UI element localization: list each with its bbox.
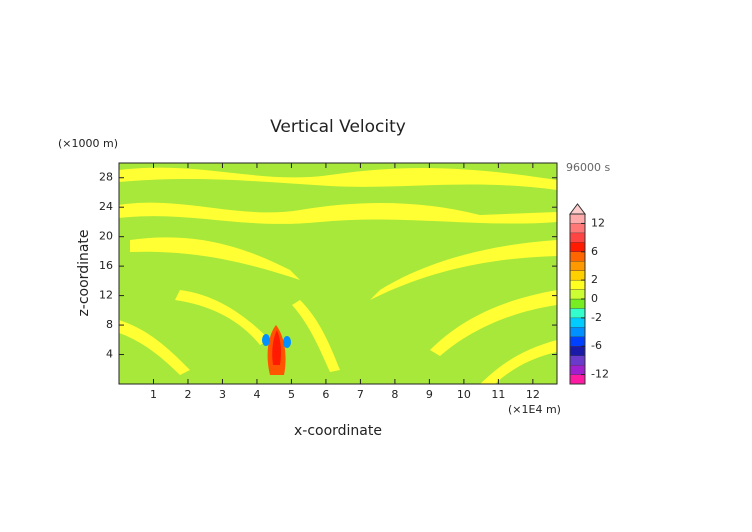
colorbar-segment	[569, 298, 586, 309]
colorbar-segment	[569, 346, 586, 356]
colorbar-segment	[569, 317, 586, 328]
colorbar-segment	[569, 327, 586, 337]
x-axis-label: x-coordinate	[294, 423, 382, 439]
y-unit: (×1000 m)	[58, 137, 118, 150]
time-label: 96000 s	[566, 161, 610, 174]
colorbar-tick-label: -6	[591, 339, 602, 352]
x-tick-label: 8	[391, 388, 398, 401]
y-tick-label: 4	[106, 348, 113, 361]
x-tick-label: 12	[526, 388, 540, 401]
colorbar-segment	[569, 289, 586, 300]
x-tick-label: 2	[184, 388, 191, 401]
x-tick-label: 4	[253, 388, 260, 401]
x-tick-label: 6	[322, 388, 329, 401]
colorbar-tick-label: -12	[591, 368, 609, 381]
chart-title: Vertical Velocity	[270, 117, 406, 137]
colorbar-tick-label: 2	[591, 273, 598, 286]
y-tick-label: 24	[99, 200, 113, 213]
y-tick-label: 8	[106, 318, 113, 331]
colorbar-segment	[569, 308, 586, 319]
x-tick-label: 5	[288, 388, 295, 401]
x-tick-label: 3	[219, 388, 226, 401]
plot-frame	[118, 162, 558, 385]
colorbar-segment	[569, 364, 586, 375]
colorbar-segment	[569, 213, 586, 224]
x-tick-label: 11	[491, 388, 505, 401]
colorbar-segment	[569, 223, 586, 234]
colorbar-segment	[569, 374, 586, 385]
x-tick-label: 7	[357, 388, 364, 401]
y-tick-label: 20	[99, 230, 113, 243]
colorbar-tick-label: 12	[591, 216, 605, 229]
colorbar-segment	[569, 355, 586, 366]
x-tick-label: 9	[426, 388, 433, 401]
colorbar-tick-label: -2	[591, 311, 602, 324]
contour-field	[119, 163, 557, 384]
colorbar-segment	[569, 336, 586, 347]
colorbar-tick-label: 6	[591, 245, 598, 258]
x-tick-label: 1	[150, 388, 157, 401]
colorbar-segment	[569, 251, 586, 262]
colorbar-segment	[569, 242, 586, 252]
colorbar-tick-label: 0	[591, 292, 598, 305]
colorbar-segment	[569, 232, 586, 243]
y-tick-label: 12	[99, 289, 113, 302]
y-tick-label: 16	[99, 259, 113, 272]
colorbar-segment	[569, 279, 586, 290]
x-unit: (×1E4 m)	[508, 403, 561, 416]
x-tick-label: 10	[457, 388, 471, 401]
y-tick-label: 28	[99, 171, 113, 184]
colorbar-segment	[569, 261, 586, 271]
y-axis-label: z-coordinate	[76, 229, 92, 316]
colorbar-extend	[569, 203, 586, 215]
colorbar-segment	[569, 270, 586, 281]
